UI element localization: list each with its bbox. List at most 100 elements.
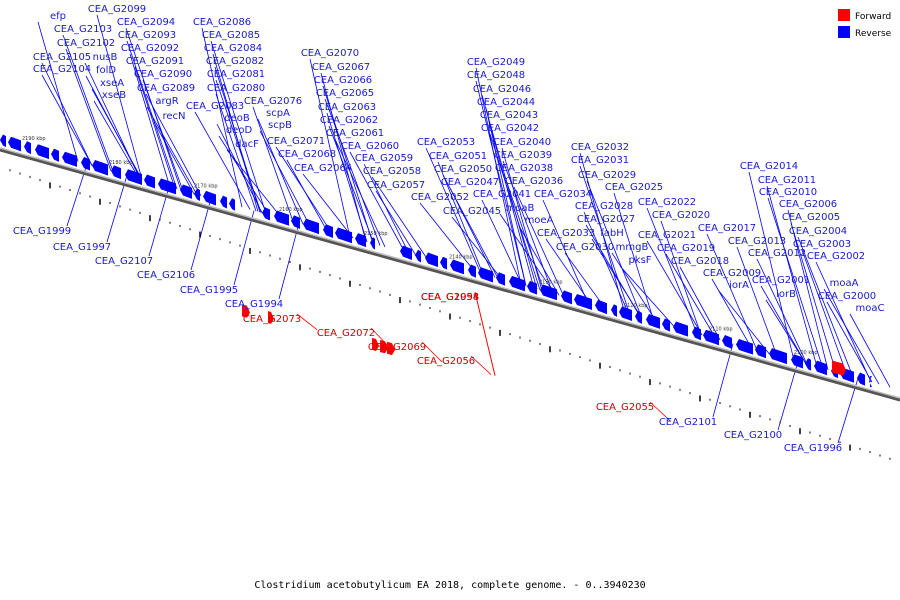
scale-tick-label: 2130 kbp <box>539 279 563 285</box>
leader-line <box>542 199 589 304</box>
track-highlight <box>0 147 900 399</box>
leader-line <box>451 216 503 280</box>
gene-label-fabh: fabH <box>600 228 624 239</box>
leader-line <box>485 107 527 287</box>
gene-label-mmgb: mmgB <box>616 242 649 253</box>
leader-line <box>489 133 541 291</box>
gene-label-cea-g2034: CEA_G2034 <box>534 189 592 200</box>
leader-line <box>375 190 417 256</box>
gene-arrow-reverse <box>574 293 592 310</box>
leader-line <box>106 175 128 243</box>
gene-arrow-reverse <box>805 358 811 371</box>
gene-arrow-reverse <box>370 237 375 250</box>
gene-label-deod: deoD <box>226 125 253 136</box>
leader-line <box>146 106 198 195</box>
leader-line <box>93 100 140 179</box>
leader-line <box>475 67 522 285</box>
gene-label-pksf: pksF <box>628 255 651 266</box>
gene-label-cea-g2081: CEA_G2081 <box>207 69 265 80</box>
leader-line <box>564 252 606 309</box>
gene-label-cea-g2063: CEA_G2063 <box>318 102 376 113</box>
gene-arrow-reverse <box>81 157 90 171</box>
gene-label-nusb: nusB <box>93 52 118 63</box>
gene-arrow-reverse <box>450 259 464 275</box>
gene-label-cea-g2011: CEA_G2011 <box>758 175 816 186</box>
gene-label-cea-g1998: CEA_G1998 <box>421 292 479 303</box>
gene-label-cea-g2005: CEA_G2005 <box>782 212 840 223</box>
gene-label-cea-g2101: CEA_G2101 <box>659 417 717 428</box>
gene-label-cea-g2069: CEA_G2069 <box>368 342 426 353</box>
gene-label-recn: recN <box>162 111 185 122</box>
leader-line <box>756 258 808 365</box>
scale-ticks: 2190 kbp 2180 kbp 2170 kbp 2160 kbp 2150 kbp… <box>9 136 891 460</box>
leader-line <box>129 53 171 188</box>
leader-line <box>826 301 873 383</box>
gene-label-moab: moaB <box>506 203 535 214</box>
gene-label-cea-g2038: CEA_G2038 <box>495 163 553 174</box>
leader-line <box>646 240 703 336</box>
gene-label-cea-g2032: CEA_G2032 <box>571 142 629 153</box>
gene-label-cea-g2071: CEA_G2071 <box>267 136 325 147</box>
gene-label-fold: folD <box>96 65 116 76</box>
gene-arrow-reverse <box>561 290 572 305</box>
gene-label-cea-g2036: CEA_G2036 <box>505 176 563 187</box>
gene-label-cea-g2102: CEA_G2102 <box>57 38 115 49</box>
map-caption: Clostridium acetobutylicum EA 2018, comp… <box>254 580 645 591</box>
gene-label-cea-g2094: CEA_G2094 <box>117 17 175 28</box>
gene-arrow-reverse <box>769 348 787 365</box>
gene-label-cea-g2076: CEA_G2076 <box>244 96 302 107</box>
leader-line <box>797 236 854 378</box>
gene-label-cea-g2092: CEA_G2092 <box>121 43 179 54</box>
leader-line <box>765 299 807 365</box>
gene-label-cea-g2006: CEA_G2006 <box>779 199 837 210</box>
gene-label-cea-g2001: CEA_G2001 <box>752 275 810 286</box>
gene-arrow-reverse <box>611 304 617 317</box>
gene-arrow-reverse <box>468 264 476 278</box>
gene-label-cea-g2040: CEA_G2040 <box>493 137 551 148</box>
track-line <box>0 148 900 402</box>
gene-label-scpb: scpB <box>268 120 292 131</box>
gene-label-cea-g2003: CEA_G2003 <box>793 239 851 250</box>
gene-arrow-reverse <box>62 151 77 167</box>
gene-label-cea-g2030: CEA_G2030 <box>556 242 614 253</box>
gene-arrow-reverse <box>619 306 632 322</box>
gene-label-moac: moaC <box>856 303 885 314</box>
genome-track <box>0 147 900 402</box>
gene-label-cea-g2039: CEA_G2039 <box>494 150 552 161</box>
gene-label-cea-g2042: CEA_G2042 <box>481 123 539 134</box>
gene-arrows <box>0 134 872 388</box>
leader-line <box>91 88 143 180</box>
gene-arrow-reverse <box>791 354 803 369</box>
gene-label-cea-g2068: CEA_G2068 <box>278 149 336 160</box>
gene-label-cea-g2017: CEA_G2017 <box>698 223 756 234</box>
gene-label-cea-g2012: CEA_G2012 <box>748 248 806 259</box>
gene-label-cea-g1994: CEA_G1994 <box>225 299 283 310</box>
leader-line <box>646 207 698 334</box>
gene-label-cea-g2048: CEA_G2048 <box>467 70 525 81</box>
leader-line <box>148 186 170 257</box>
leader-line <box>259 130 311 227</box>
gene-arrow-reverse <box>692 326 701 341</box>
gene-arrow-forward <box>268 311 274 324</box>
leader-line <box>474 291 496 376</box>
scale-tick-label: 2170 kbp <box>194 184 218 190</box>
gene-label-cea-g2002: CEA_G2002 <box>807 251 865 262</box>
gene-label-cea-g2029: CEA_G2029 <box>578 170 636 181</box>
gene-label-cea-g2073: CEA_G2073 <box>243 314 301 325</box>
gene-label-cea-g2067: CEA_G2067 <box>312 62 370 73</box>
legend-reverse-swatch <box>838 26 850 38</box>
legend-forward-label: Forward <box>855 12 891 22</box>
scale-tick-label: 2100 kbp <box>794 350 818 356</box>
gene-arrow-reverse <box>673 321 688 337</box>
gene-label-cea-g2044: CEA_G2044 <box>477 97 535 108</box>
gene-label-cea-g2019: CEA_G2019 <box>657 243 715 254</box>
gene-arrow-reverse <box>51 148 59 162</box>
gene-label-cea-g2028: CEA_G2028 <box>575 201 633 212</box>
leader-line <box>324 98 381 246</box>
gene-label-cea-g1996: CEA_G1996 <box>784 443 842 454</box>
leader-line <box>349 151 406 253</box>
gene-label-cea-g2066: CEA_G2066 <box>314 75 372 86</box>
leader-line <box>65 48 112 171</box>
gene-arrow-reverse <box>646 313 660 329</box>
gene-label-xsea: xseA <box>100 78 124 89</box>
